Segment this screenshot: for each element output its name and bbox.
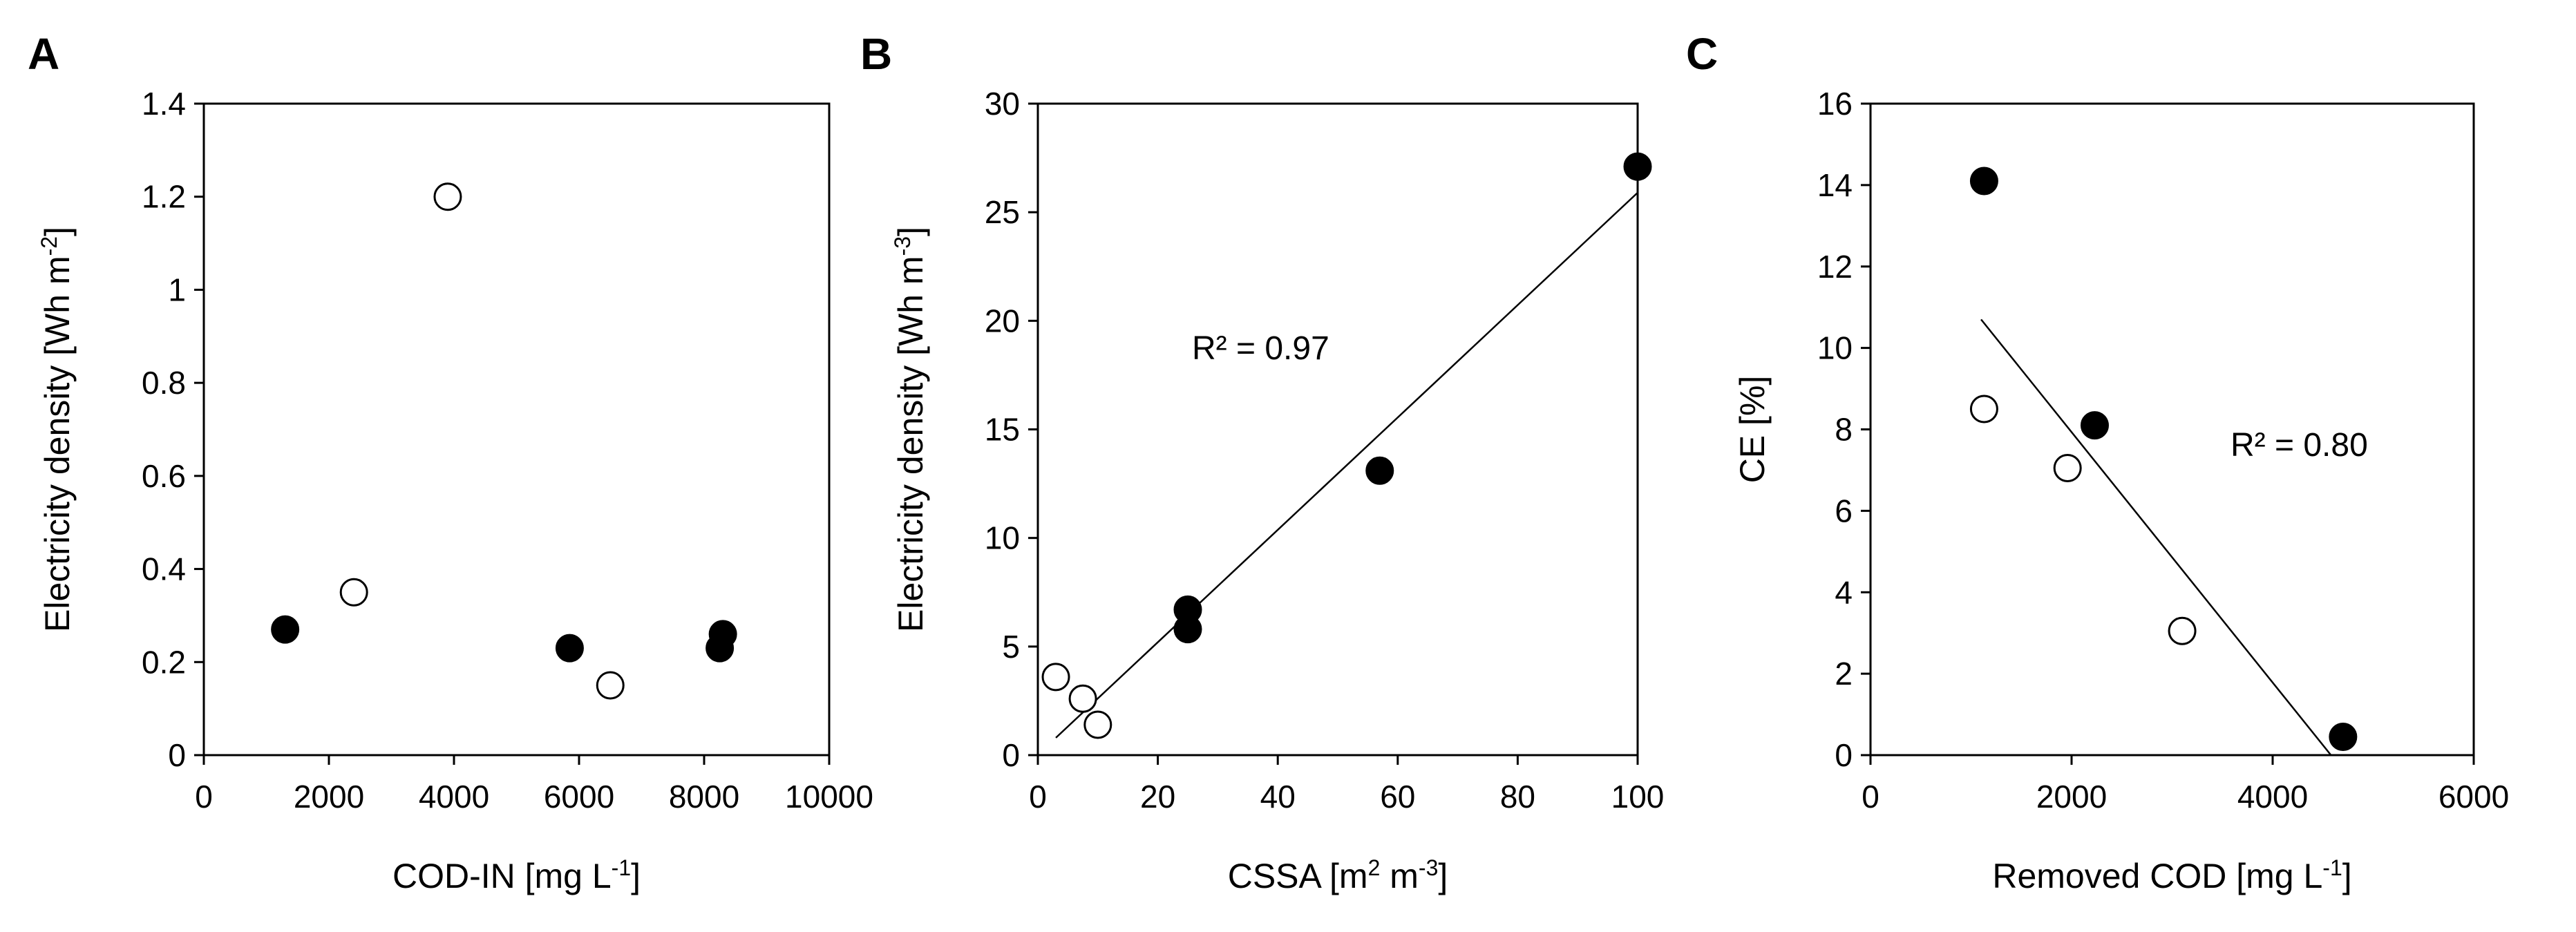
y-tick-label: 0.6 [142, 458, 186, 494]
data-point-open [2053, 453, 2082, 482]
x-tick-label: 0 [1862, 779, 1879, 815]
x-axis-label: COD-IN [mg L-1] [392, 855, 641, 895]
x-axis-label: Removed COD [mg L-1] [1992, 855, 2351, 895]
data-point-open [1068, 684, 1097, 713]
x-tick-label: 4000 [419, 779, 489, 815]
plot-frame [202, 102, 831, 757]
y-tick-label: 6 [1835, 493, 1853, 529]
data-point-open [2168, 616, 2197, 645]
y-tick-label: 0 [168, 737, 186, 773]
plot-frame [1869, 102, 2475, 757]
x-tick-label: 40 [1260, 779, 1296, 815]
y-tick-label: 8 [1835, 412, 1853, 448]
y-tick-label: 2 [1835, 656, 1853, 692]
y-tick-label: 0.8 [142, 365, 186, 401]
y-tick-label: 20 [985, 303, 1020, 339]
data-point-open [1041, 663, 1070, 692]
x-tick-label: 4000 [2237, 779, 2308, 815]
data-point-filled [555, 634, 584, 663]
x-tick-label: 6000 [2438, 779, 2509, 815]
panel-a: A 0 0.2 0.4 0.6 0.8 1 1.2 1.4 0 2000 4000 6000 8000 10… [28, 29, 873, 895]
y-tick-label: 14 [1817, 167, 1853, 203]
y-tick-label: 25 [985, 194, 1020, 230]
trendline [1055, 191, 1638, 739]
y-tick-label: 16 [1817, 86, 1853, 122]
data-point-filled [271, 615, 300, 644]
data-point-open [1083, 710, 1112, 739]
data-point-filled [1365, 456, 1394, 485]
x-tick-label: 2000 [2036, 779, 2107, 815]
data-point-filled [1173, 595, 1202, 624]
panel-letter: C [1686, 29, 1718, 79]
y-tick-label: 10 [1817, 330, 1853, 366]
x-tick-label: 20 [1140, 779, 1175, 815]
x-tick-label: 80 [1500, 779, 1535, 815]
x-tick-label: 10000 [785, 779, 873, 815]
y-tick-label: 1.4 [142, 86, 186, 122]
r-squared-annotation: R² = 0.80 [2231, 427, 2368, 464]
data-point-filled [1623, 152, 1652, 181]
y-tick-label: 1 [168, 272, 186, 307]
y-axis-label: Electricity density [Wh m-3] [890, 227, 930, 632]
y-tick-label: 15 [985, 412, 1020, 448]
x-tick-label: 60 [1380, 779, 1415, 815]
y-tick-label: 10 [985, 520, 1020, 556]
y-tick-label: 12 [1817, 249, 1853, 285]
x-tick-label: 100 [1611, 779, 1665, 815]
y-tick-label: 0.2 [142, 644, 186, 680]
trendline [1980, 318, 2332, 756]
y-tick-label: 1.2 [142, 179, 186, 215]
panel-b: B 0 5 10 15 20 25 30 0 20 40 60 80 100 CSSA [m2 m-3] El… [860, 29, 1664, 895]
x-tick-label: 8000 [669, 779, 739, 815]
data-point-open [596, 671, 625, 700]
data-point-open [339, 578, 368, 607]
y-axis-label: Electricity density [Wh m-2] [37, 227, 77, 632]
plot-frame [1036, 102, 1639, 757]
y-tick-label: 0.4 [142, 551, 186, 587]
panel-letter: A [28, 29, 59, 79]
data-point-filled [2080, 411, 2109, 440]
data-point-filled [1969, 167, 1998, 196]
y-tick-label: 0 [1835, 737, 1853, 773]
data-point-filled [708, 620, 737, 649]
data-point-open [1969, 394, 1998, 424]
x-tick-label: 0 [1029, 779, 1047, 815]
y-tick-label: 5 [1002, 629, 1020, 665]
data-point-filled [2329, 722, 2358, 751]
y-tick-label: 4 [1835, 574, 1853, 610]
y-tick-label: 0 [1002, 737, 1020, 773]
x-tick-label: 6000 [544, 779, 614, 815]
data-point-open [433, 182, 462, 211]
panel-letter: B [860, 29, 892, 79]
y-axis-label: CE [%] [1733, 376, 1772, 484]
x-tick-label: 2000 [294, 779, 364, 815]
x-axis-label: CSSA [m2 m-3] [1228, 855, 1448, 895]
panel-c: C 0 2 4 6 8 10 12 14 16 0 2000 4000 6000 Removed COD [… [1686, 29, 2509, 895]
x-tick-label: 0 [195, 779, 213, 815]
y-tick-label: 30 [985, 86, 1020, 122]
r-squared-annotation: R² = 0.97 [1192, 330, 1329, 367]
